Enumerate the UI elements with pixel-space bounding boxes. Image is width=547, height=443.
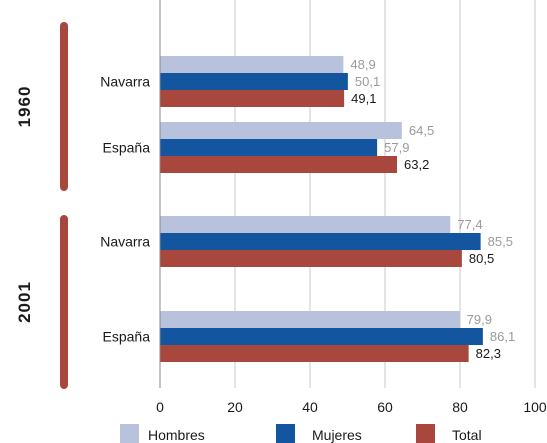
x-tick-label: 0 [156,399,164,415]
data-label: 57,9 [384,140,409,155]
category-label: España [103,329,151,345]
category-label: España [103,140,151,156]
legend-swatch-total [416,424,435,443]
bar-total [160,345,469,362]
category-label: Navarra [100,74,150,90]
bar-hombres [160,122,402,139]
legend-swatch-mujeres [276,424,295,443]
x-tick-label: 40 [302,399,318,415]
data-label: 79,9 [467,312,492,327]
data-label: 49,1 [351,91,376,106]
year-label: 2001 [15,281,34,323]
x-tick-label: 60 [377,399,393,415]
legend-label-hombres: Hombres [148,427,205,443]
data-label: 77,4 [457,217,482,232]
category-label: Navarra [100,234,150,250]
bar-mujeres [160,233,481,250]
data-label: 48,9 [350,57,375,72]
bar-mujeres [160,328,483,345]
data-label: 63,2 [404,157,429,172]
legend: Hombres Mujeres Total [120,424,482,443]
bar-mujeres [160,73,348,90]
value-labels: 48,9 50,1 49,1 64,557,9 63,2 77,4 85,5 80,5 79,9… [350,57,515,361]
bar-hombres [160,216,451,233]
x-tick-label: 80 [452,399,468,415]
bars [160,56,483,362]
bar-hombres [160,56,344,73]
x-tick-label: 20 [227,399,243,415]
data-label: 86,1 [490,329,515,344]
data-label: 85,5 [488,234,513,249]
data-label: 64,5 [409,123,434,138]
data-label: 50,1 [355,74,380,89]
bar-total [160,90,345,107]
bar-mujeres [160,139,378,156]
x-tick-label: 100 [523,399,547,415]
data-label: 80,5 [469,251,494,266]
data-label: 82,3 [476,346,501,361]
legend-swatch-hombres [120,424,139,443]
x-axis: 0 20 40 60 80 100 [156,0,547,415]
year-groups: 1960 2001 [15,22,68,389]
bar-hombres [160,311,460,328]
bar-total [160,156,397,173]
bar-total [160,250,462,267]
year-label: 1960 [15,86,34,128]
category-labels: Navarra España Navarra España [100,74,150,345]
legend-label-mujeres: Mujeres [312,427,362,443]
legend-label-total: Total [452,427,482,443]
